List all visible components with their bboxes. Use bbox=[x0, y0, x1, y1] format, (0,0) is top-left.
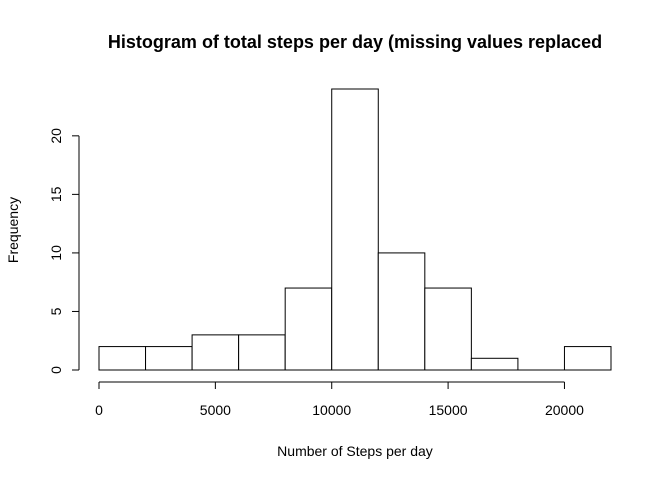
chart-title: Histogram of total steps per day (missin… bbox=[108, 32, 602, 52]
y-tick-label-1: 5 bbox=[48, 307, 64, 315]
histogram-bar-6 bbox=[377, 252, 426, 371]
x-tick-label-4: 20000 bbox=[545, 402, 584, 418]
x-tick-label-1: 5000 bbox=[200, 402, 231, 418]
histogram-bar-5 bbox=[331, 88, 379, 371]
histogram-bar-4 bbox=[284, 287, 333, 371]
y-axis-label: Frequency bbox=[5, 197, 21, 263]
histogram-bar-2 bbox=[191, 334, 240, 371]
x-tick-label-2: 10000 bbox=[312, 402, 351, 418]
histogram-bar-0 bbox=[98, 346, 147, 371]
bars-group bbox=[98, 88, 612, 371]
y-axis: 0 5 10 15 20 bbox=[48, 128, 80, 374]
y-tick-label-0: 0 bbox=[48, 366, 64, 374]
histogram-bar-10 bbox=[563, 346, 612, 371]
x-axis-label: Number of Steps per day bbox=[277, 443, 433, 459]
y-tick-label-2: 10 bbox=[48, 245, 64, 261]
histogram-bar-3 bbox=[238, 334, 286, 371]
y-tick-label-4: 20 bbox=[48, 128, 64, 144]
y-tick-label-3: 15 bbox=[48, 186, 64, 202]
x-tick-label-0: 0 bbox=[95, 402, 103, 418]
x-tick-label-3: 15000 bbox=[429, 402, 468, 418]
histogram-bar-7 bbox=[424, 287, 472, 371]
x-axis: 0 5000 10000 15000 20000 bbox=[95, 381, 584, 418]
histogram-bar-8 bbox=[470, 357, 519, 371]
histogram-bar-1 bbox=[145, 346, 193, 371]
